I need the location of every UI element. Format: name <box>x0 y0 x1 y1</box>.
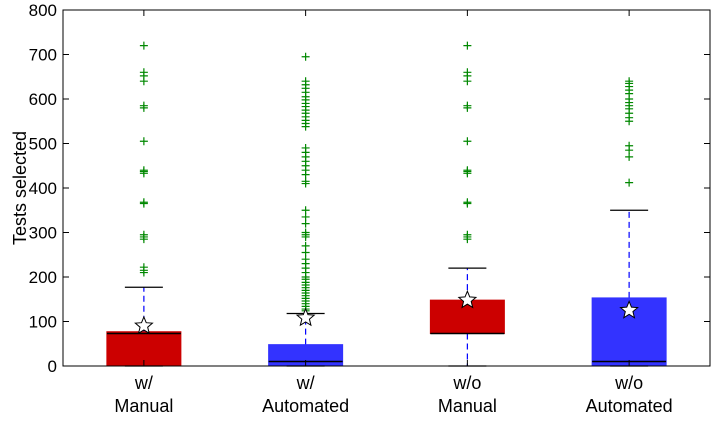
mean-star <box>295 307 316 327</box>
x-category-label-line1: w/o <box>452 373 481 393</box>
y-tick-label: 600 <box>29 90 57 109</box>
y-axis: 0 100 200 300 400 500 600 700 800 <box>29 1 710 376</box>
outlier-point <box>625 178 634 187</box>
outlier-point <box>301 232 310 241</box>
x-category-label-line1: w/ <box>134 373 153 393</box>
outlier-point <box>301 179 310 188</box>
outlier-point <box>139 169 148 178</box>
box <box>429 299 505 335</box>
box-group <box>268 52 344 367</box>
y-tick-label: 100 <box>29 313 57 332</box>
y-tick-label: 0 <box>48 357 57 376</box>
outlier-point <box>139 235 148 244</box>
outlier-point <box>301 170 310 179</box>
outlier-point <box>139 199 148 208</box>
plot-marks <box>106 41 667 367</box>
outlier-point <box>625 117 634 126</box>
outlier-point <box>139 77 148 86</box>
outlier-point <box>301 52 310 61</box>
outlier-point <box>301 206 310 215</box>
box-group <box>106 41 182 367</box>
x-category-label-line2: Manual <box>114 396 173 416</box>
x-axis: w/Manual w/Automated w/o Manual w/o Automated <box>114 10 673 416</box>
y-tick-label: 300 <box>29 224 57 243</box>
mean-star <box>457 289 478 309</box>
outlier-point <box>301 212 310 221</box>
x-category-label-line1: w/ <box>296 373 315 393</box>
outlier-point <box>139 268 148 277</box>
outlier-point <box>301 248 310 257</box>
outlier-point <box>301 122 310 131</box>
y-axis-title: Tests selected <box>10 131 30 245</box>
x-category-label-line2: Automated <box>586 396 673 416</box>
outlier-point <box>463 103 472 112</box>
outlier-point <box>463 41 472 50</box>
outlier-point <box>463 235 472 244</box>
mean-star <box>134 315 154 335</box>
outlier-point <box>301 241 310 250</box>
outlier-point <box>625 146 634 155</box>
outlier-point <box>139 137 148 146</box>
outlier-point <box>463 169 472 178</box>
outlier-point <box>463 137 472 146</box>
x-category-label-line2: Automated <box>262 396 349 416</box>
outlier-point <box>463 77 472 86</box>
y-tick-label: 500 <box>29 135 57 154</box>
box-group <box>429 41 505 367</box>
y-tick-label: 400 <box>29 179 57 198</box>
mean-star <box>619 300 639 319</box>
outlier-point <box>625 152 634 161</box>
y-tick-label: 800 <box>29 1 57 20</box>
outlier-point <box>301 219 310 228</box>
box-group <box>591 77 667 367</box>
outlier-point <box>139 103 148 112</box>
outlier-point <box>139 41 148 50</box>
y-tick-label: 700 <box>29 46 57 65</box>
x-category-label-line2: Manual <box>438 396 497 416</box>
y-tick-label: 200 <box>29 268 57 287</box>
x-category-label-line1: w/o <box>614 373 643 393</box>
outlier-point <box>463 199 472 208</box>
